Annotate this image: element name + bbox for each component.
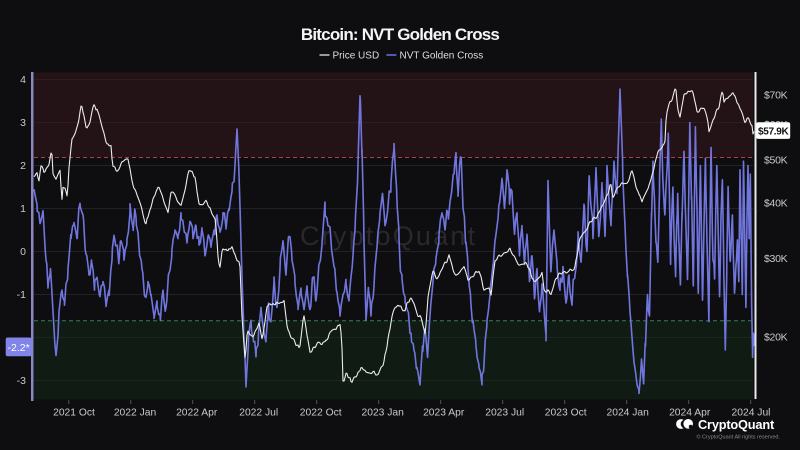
svg-text:2022 Oct: 2022 Oct xyxy=(300,408,342,419)
svg-text:2024 Jul: 2024 Jul xyxy=(732,408,771,419)
svg-text:2: 2 xyxy=(20,160,26,172)
svg-text:4: 4 xyxy=(20,74,26,86)
svg-text:$40K: $40K xyxy=(764,198,788,210)
svg-text:Bitcoin: NVT Golden Cross: Bitcoin: NVT Golden Cross xyxy=(301,25,500,44)
svg-text:-3: -3 xyxy=(17,375,26,387)
svg-text:2022 Apr: 2022 Apr xyxy=(176,408,218,419)
svg-text:$50K: $50K xyxy=(764,154,788,166)
svg-text:2023 Jul: 2023 Jul xyxy=(485,408,524,419)
svg-text:$70K: $70K xyxy=(764,90,788,102)
svg-text:1: 1 xyxy=(20,203,26,215)
svg-text:Price USD: Price USD xyxy=(333,51,380,62)
svg-text:2024 Jan: 2024 Jan xyxy=(607,408,650,419)
svg-text:© CryptoQuant All rights reser: © CryptoQuant All rights reserved. xyxy=(696,434,780,441)
svg-text:0: 0 xyxy=(20,246,26,258)
svg-text:$30K: $30K xyxy=(764,253,788,265)
svg-text:2023 Jan: 2023 Jan xyxy=(362,408,405,419)
svg-text:-1: -1 xyxy=(17,289,26,301)
svg-text:$20K: $20K xyxy=(764,332,788,344)
svg-text:-2.2*: -2.2* xyxy=(8,342,30,354)
svg-text:2023 Apr: 2023 Apr xyxy=(423,408,465,419)
svg-text:3: 3 xyxy=(20,117,26,129)
svg-text:$57.9K: $57.9K xyxy=(758,126,790,137)
svg-text:2022 Jul: 2022 Jul xyxy=(239,408,278,419)
svg-text:CryptoQuant: CryptoQuant xyxy=(698,417,775,432)
svg-text:2022 Jan: 2022 Jan xyxy=(114,408,157,419)
svg-text:NVT Golden Cross: NVT Golden Cross xyxy=(400,51,484,62)
svg-text:2024 Apr: 2024 Apr xyxy=(669,408,711,419)
svg-text:2021 Oct: 2021 Oct xyxy=(53,408,95,419)
svg-text:CryptoQuant: CryptoQuant xyxy=(300,221,477,251)
svg-text:2023 Oct: 2023 Oct xyxy=(545,408,587,419)
